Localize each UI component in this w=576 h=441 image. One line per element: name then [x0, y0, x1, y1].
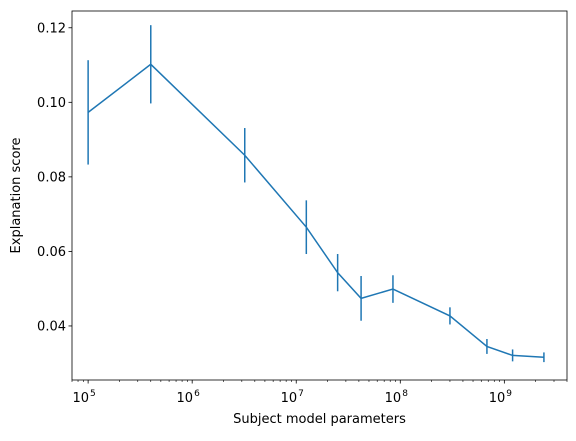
y-tick-label: 0.04 — [37, 319, 66, 334]
x-tick-label: 106 — [177, 389, 201, 406]
x-tick-label: 107 — [281, 389, 304, 406]
x-tick-label: 108 — [385, 389, 409, 406]
x-axis-ticks: 105 106 107 108 109 — [71, 380, 568, 406]
y-tick-label: 0.12 — [37, 21, 66, 36]
plot-frame — [71, 10, 568, 381]
y-tick-label: 0.06 — [37, 245, 66, 260]
y-tick-label: 0.10 — [37, 96, 66, 111]
y-axis-ticks: 0.04 0.06 0.08 0.10 0.12 — [37, 21, 72, 334]
x-tick-label: 109 — [489, 389, 513, 406]
error-bars — [87, 25, 545, 363]
x-axis-label: Subject model parameters — [233, 412, 406, 427]
x-tick-label: 105 — [72, 389, 95, 406]
series-line — [87, 63, 544, 359]
y-axis-label: Explanation score — [9, 138, 24, 254]
y-tick-label: 0.08 — [37, 170, 66, 185]
